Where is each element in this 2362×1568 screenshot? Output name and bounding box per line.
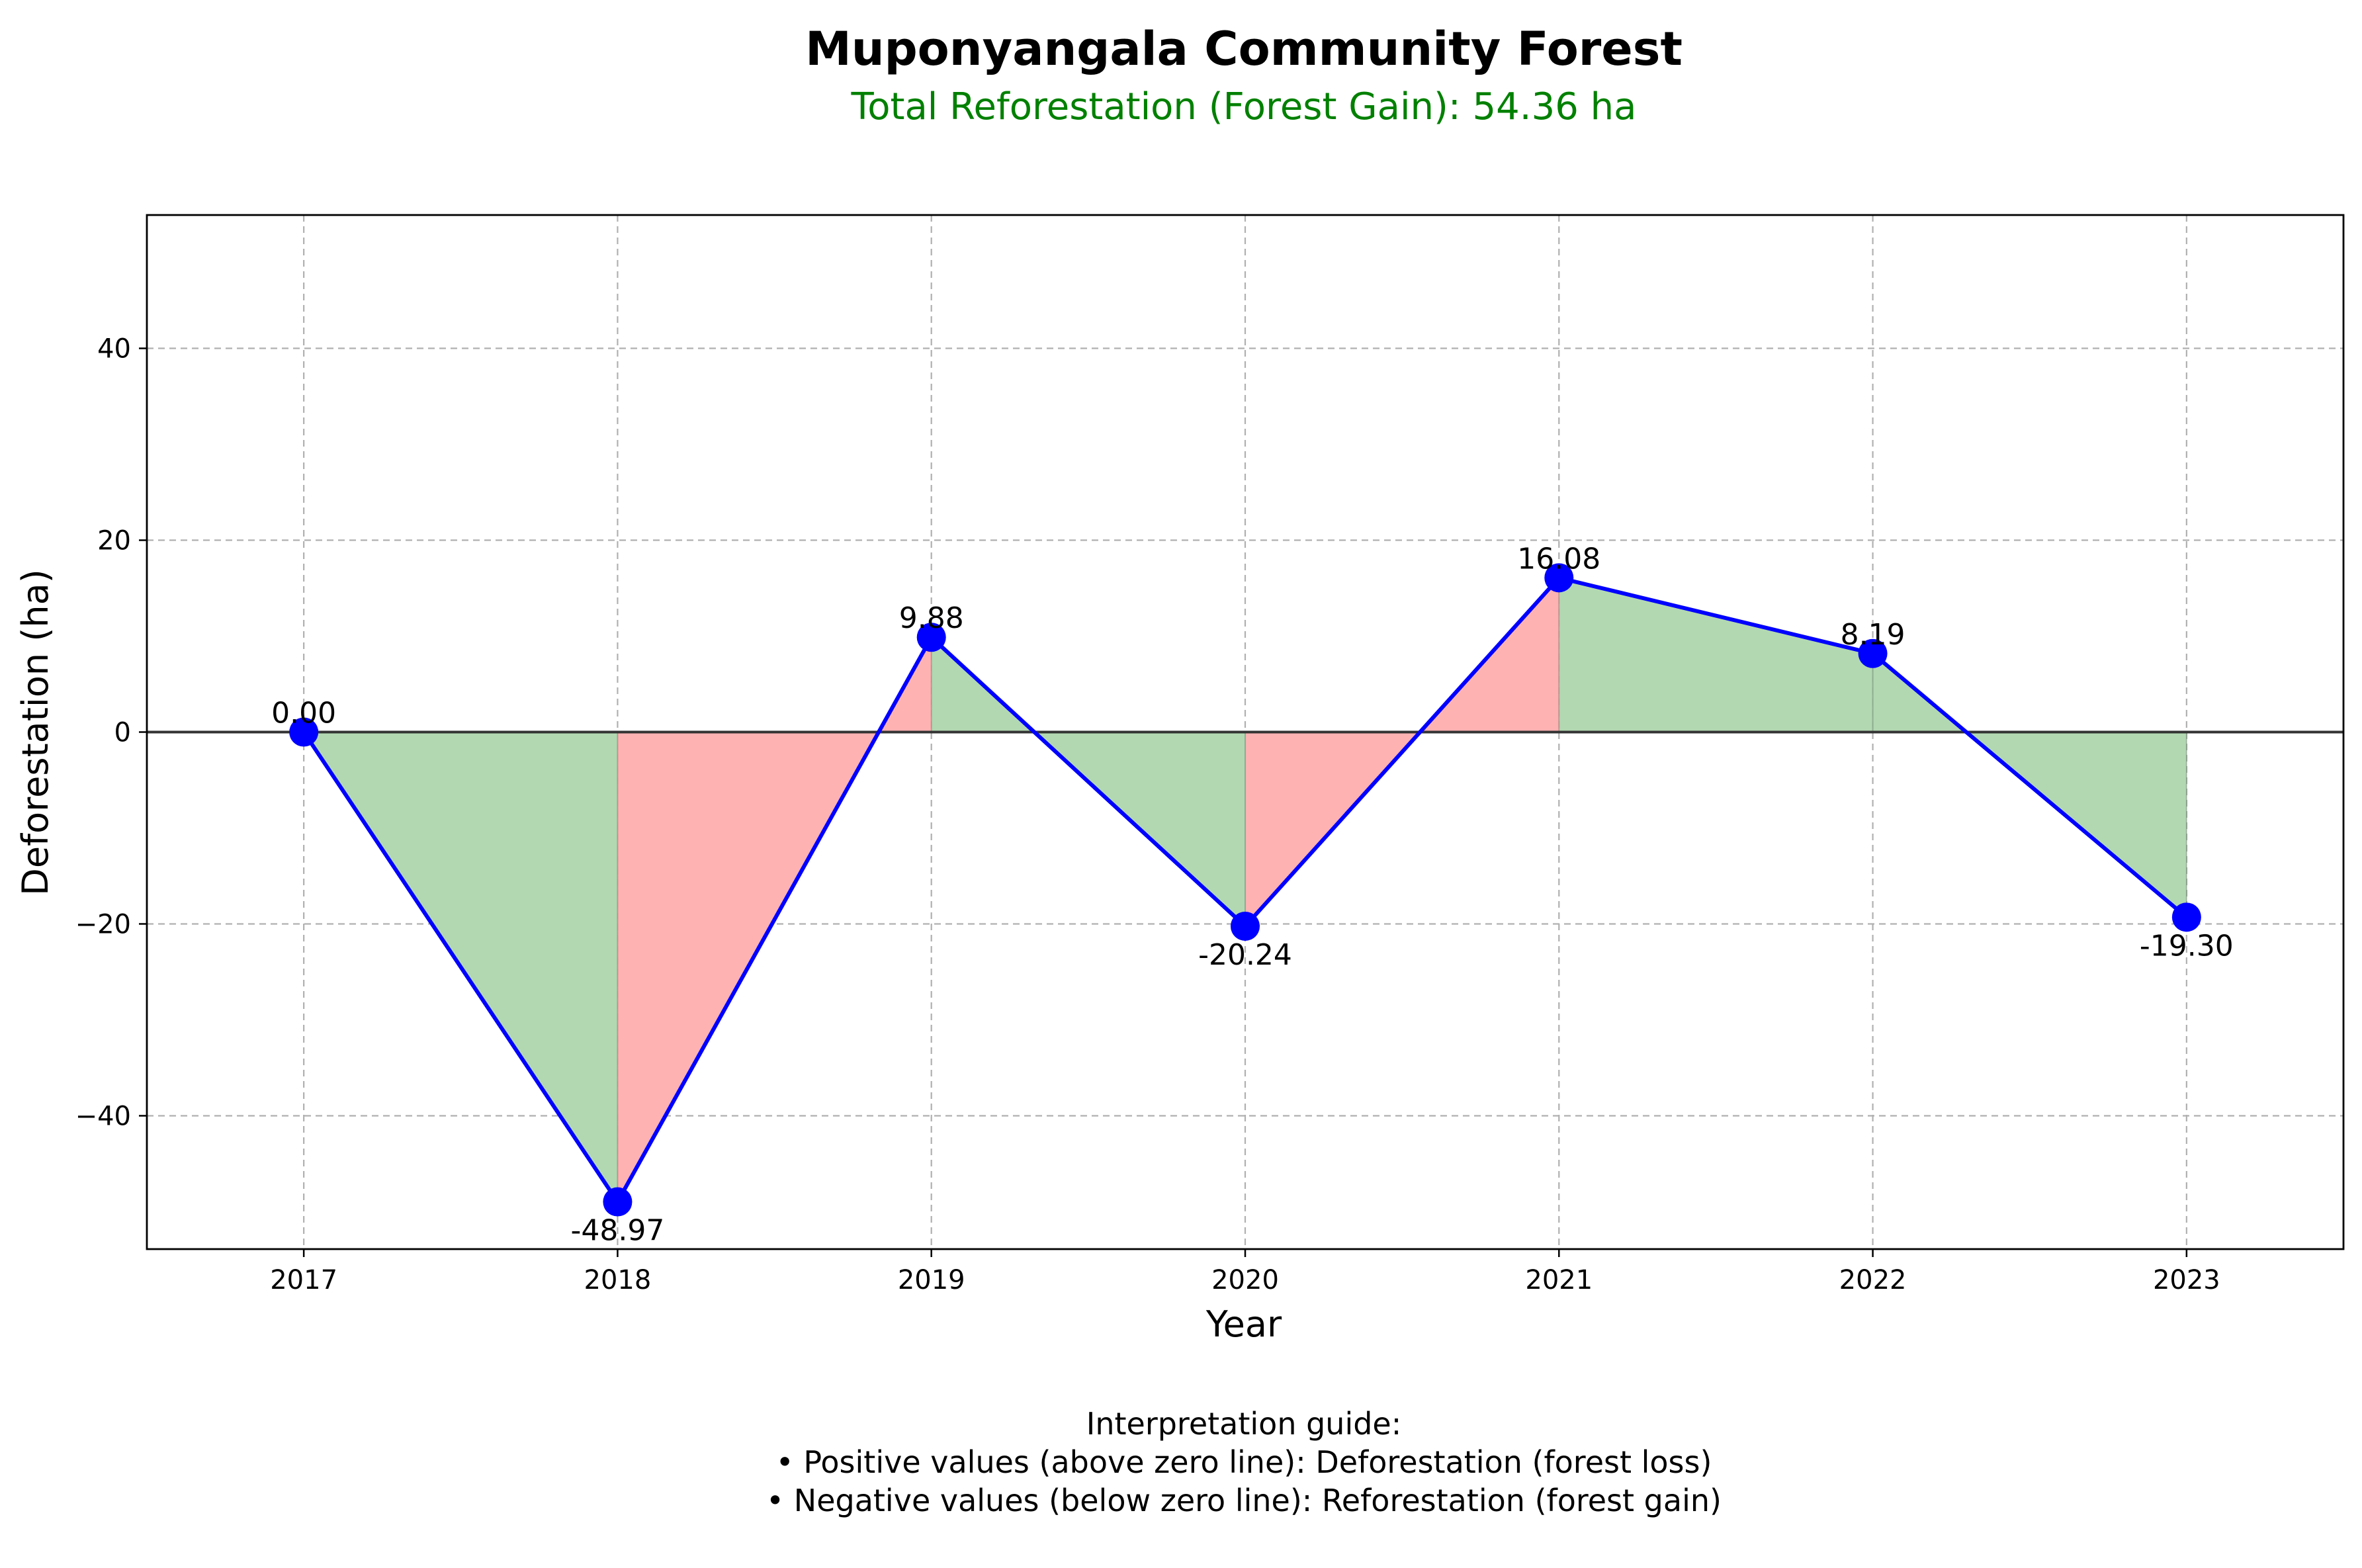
- x-tick-label-2018: 2018: [584, 1265, 652, 1295]
- guide-line-2: • Positive values (above zero line): Def…: [776, 1444, 1712, 1480]
- data-point-2022: [1858, 638, 1888, 668]
- data-label-2019: 9.88: [899, 601, 964, 635]
- data-point-2021: [1544, 563, 1574, 593]
- data-point-2019: [916, 623, 946, 652]
- guide-line-1: Interpretation guide:: [1086, 1406, 1401, 1442]
- y-tick-label-2: 0: [114, 718, 131, 748]
- data-point-2018: [603, 1187, 633, 1217]
- x-tick-label-2023: 2023: [2153, 1265, 2220, 1295]
- data-label-2017: 0.00: [271, 697, 336, 730]
- y-axis-label: Deforestation (ha): [15, 569, 56, 896]
- y-tick-label-4: 40: [97, 334, 131, 365]
- y-tick-label-0: −40: [75, 1101, 131, 1131]
- x-tick-label-2020: 2020: [1211, 1265, 1279, 1295]
- data-point-2017: [289, 717, 319, 747]
- chart-subtitle: Total Reforestation (Forest Gain): 54.36…: [851, 85, 1637, 128]
- fill-region-4: [1559, 578, 1873, 732]
- x-axis-label: Year: [1205, 1303, 1282, 1345]
- interpretation-guide: Interpretation guide: • Positive values …: [766, 1406, 1722, 1518]
- data-label-2022: 8.19: [1841, 618, 1905, 652]
- data-point-2023: [2171, 902, 2201, 932]
- data-point-2020: [1231, 911, 1260, 941]
- x-tick-label-2019: 2019: [898, 1265, 965, 1295]
- data-label-2018: -48.97: [571, 1214, 665, 1248]
- y-tick-label-1: −20: [75, 909, 131, 939]
- data-label-2020: -20.24: [1198, 938, 1292, 972]
- data-label-2023: -19.30: [2140, 929, 2234, 963]
- x-tick-label-2022: 2022: [1839, 1265, 1907, 1295]
- y-tick-label-3: 20: [97, 526, 131, 556]
- x-tick-label-2017: 2017: [270, 1265, 337, 1295]
- chart-title: Muponyangala Community Forest: [805, 22, 1683, 76]
- data-label-2021: 16.08: [1517, 542, 1600, 576]
- x-tick-label-2021: 2021: [1525, 1265, 1593, 1295]
- plot-area: 0.00 -48.97 9.88 -20.24 16.08 8.19 -19.30 −40 −2…: [75, 214, 2345, 1295]
- guide-line-3: • Negative values (below zero line): Ref…: [766, 1483, 1722, 1518]
